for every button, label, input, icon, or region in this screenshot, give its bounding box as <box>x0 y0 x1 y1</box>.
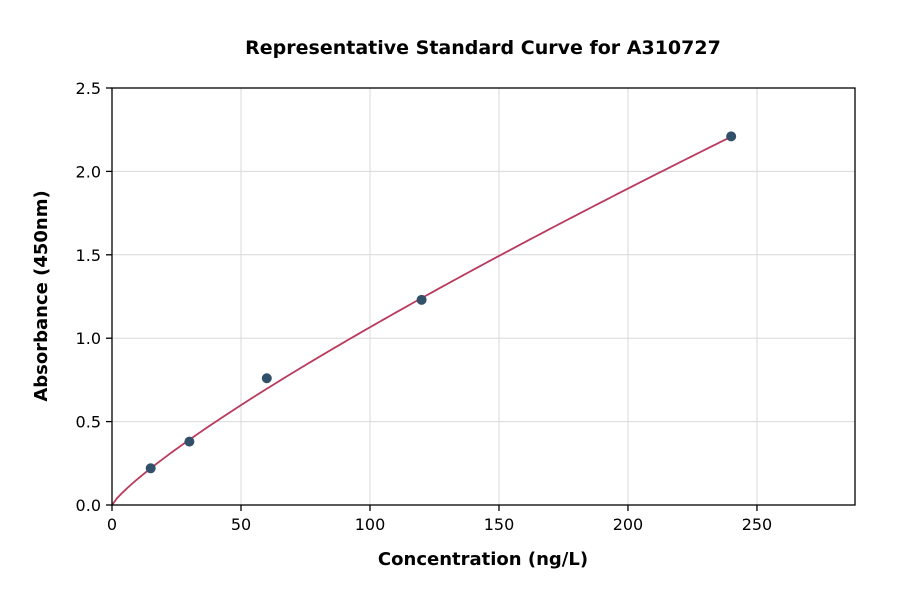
data-point <box>145 463 156 474</box>
y-tick-label: 1.0 <box>76 329 101 348</box>
x-tick-label: 200 <box>613 515 644 534</box>
data-point <box>184 436 195 447</box>
x-tick-label: 0 <box>107 515 117 534</box>
data-point <box>261 373 272 384</box>
y-tick-label: 0.5 <box>76 413 101 432</box>
x-tick-label: 50 <box>231 515 251 534</box>
y-tick-label: 0.0 <box>76 496 101 515</box>
chart-title: Representative Standard Curve for A31072… <box>245 37 721 59</box>
data-point <box>416 294 427 305</box>
plot-area: 0 50 100 150 200 250 0.0 0.5 1.0 1.5 2.0 2.5 <box>76 79 856 534</box>
data-point <box>726 131 737 142</box>
y-axis-label: Absorbance (450nm) <box>31 190 52 401</box>
y-tick-label: 2.0 <box>76 162 101 181</box>
x-tick-label: 150 <box>484 515 515 534</box>
fit-curve-line <box>111 135 733 506</box>
y-tick-label: 1.5 <box>76 246 101 265</box>
x-axis-label: Concentration (ng/L) <box>378 549 588 570</box>
y-tick-label: 2.5 <box>76 79 101 98</box>
x-tick-label: 100 <box>355 515 386 534</box>
axes-frame <box>111 87 856 506</box>
x-tick-label: 250 <box>742 515 773 534</box>
